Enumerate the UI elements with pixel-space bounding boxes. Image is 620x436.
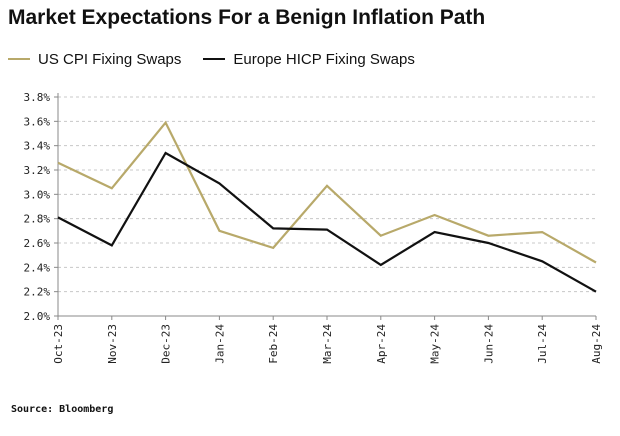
y-tick-label: 2.8%: [24, 213, 51, 226]
series-line-us-cpi: [57, 120, 597, 264]
chart-legend: US CPI Fixing Swaps Europe HICP Fixing S…: [8, 49, 437, 69]
y-tick-label: 2.4%: [24, 261, 51, 274]
y-tick-label: 3.4%: [24, 140, 51, 153]
y-axis-ticks: 2.0% 2.2% 2.4% 2.6% 2.8% 3.0% 3.2% 3.4% 3.6% 3.8%: [24, 91, 58, 323]
gridlines: [58, 96, 596, 293]
x-tick-label: Nov-23: [106, 324, 119, 364]
x-tick-label: Jan-24: [213, 324, 226, 364]
chart-title: Market Expectations For a Benign Inflati…: [8, 6, 486, 29]
legend-label-us-cpi: US CPI Fixing Swaps: [38, 50, 182, 68]
y-tick-label: 2.2%: [24, 286, 51, 299]
axes: [57, 93, 596, 317]
x-tick-label: Dec-23: [160, 324, 173, 364]
x-tick-label: May-24: [429, 324, 442, 364]
x-tick-label: Oct-23: [52, 324, 65, 364]
legend-item-europe-hicp: Europe HICP Fixing Swaps: [203, 50, 415, 68]
source-note: Source: Bloomberg: [11, 404, 114, 415]
y-tick-label: 3.6%: [24, 115, 51, 128]
x-tick-label: Jul-24: [536, 324, 549, 364]
legend-swatch-us-cpi: [8, 58, 30, 60]
y-tick-label: 3.8%: [24, 91, 51, 104]
legend-item-us-cpi: US CPI Fixing Swaps: [8, 51, 181, 68]
legend-label-europe-hicp: Europe HICP Fixing Swaps: [233, 50, 415, 68]
x-tick-label: Apr-24: [375, 324, 388, 364]
x-tick-label: Mar-24: [321, 324, 334, 364]
x-tick-label: Feb-24: [267, 324, 280, 364]
series-lines: [57, 120, 597, 293]
legend-swatch-europe-hicp: [203, 58, 226, 60]
y-tick-label: 3.0%: [24, 188, 51, 201]
y-tick-label: 2.6%: [24, 237, 51, 250]
x-axis-ticks: Oct-23 Nov-23 Dec-23 Jan-24 Feb-24 Mar-24 Apr-…: [52, 316, 603, 364]
x-tick-label: Jun-24: [482, 324, 495, 364]
y-tick-label: 2.0%: [24, 310, 51, 323]
x-tick-label: Aug-24: [590, 324, 603, 364]
series-line-europe-hicp: [57, 151, 597, 293]
y-tick-label: 3.2%: [24, 164, 51, 177]
